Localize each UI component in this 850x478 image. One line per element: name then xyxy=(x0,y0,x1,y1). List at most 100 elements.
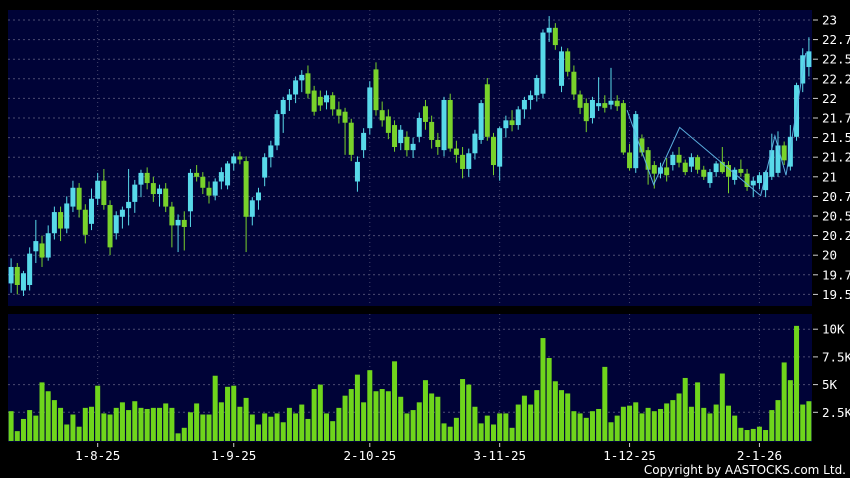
volume-bar xyxy=(88,406,94,441)
volume-bar xyxy=(484,415,490,441)
candle-body xyxy=(249,200,255,217)
candle-body xyxy=(293,80,299,95)
volume-bar xyxy=(163,403,169,441)
candle-body xyxy=(330,95,336,110)
candle-body xyxy=(163,188,169,207)
volume-bar xyxy=(361,402,367,441)
volume-bar xyxy=(503,413,509,441)
candle-body xyxy=(422,106,428,122)
volume-bar xyxy=(243,397,249,441)
candle-body xyxy=(750,180,756,186)
volume-bar xyxy=(682,377,688,441)
volume-bar xyxy=(688,406,694,441)
date-tick-label: 2-10-25 xyxy=(343,448,396,463)
price-tick-label: 21 xyxy=(822,169,837,184)
volume-bar xyxy=(756,426,762,441)
volume-bar xyxy=(633,402,639,441)
price-tick-label: 22.25 xyxy=(822,71,850,86)
volume-bar xyxy=(101,413,107,441)
candle-body xyxy=(726,165,732,177)
volume-bar xyxy=(800,404,806,441)
volume-bar xyxy=(398,396,404,441)
candle-body xyxy=(274,114,280,146)
volume-bar xyxy=(150,407,156,441)
volume-bar xyxy=(472,406,478,441)
candle-body xyxy=(8,266,14,284)
date-tick-label: 3-11-25 xyxy=(473,448,526,463)
candle-body xyxy=(379,110,385,121)
volume-bar xyxy=(453,417,459,441)
volume-bar xyxy=(627,405,633,441)
price-tick-label: 21.75 xyxy=(822,111,850,126)
volume-bar xyxy=(639,413,645,441)
volume-bar xyxy=(726,405,732,441)
volume-bar xyxy=(58,407,64,441)
volume-bar xyxy=(8,411,14,441)
volume-bar xyxy=(515,404,521,441)
volume-bar xyxy=(769,410,775,441)
price-tick-label: 20.5 xyxy=(822,209,850,224)
volume-bar xyxy=(206,414,212,441)
candle-body xyxy=(645,150,651,170)
volume-bar xyxy=(738,427,744,441)
candle-body xyxy=(342,111,348,123)
volume-bar xyxy=(200,414,206,441)
price-tick-label: 22.5 xyxy=(822,52,850,67)
volume-bar xyxy=(528,404,534,441)
date-tick-label: 2-1-26 xyxy=(737,448,782,463)
price-tick-label: 19.5 xyxy=(822,287,850,302)
candle-body xyxy=(497,128,503,167)
volume-bar xyxy=(311,389,317,441)
candle-body xyxy=(608,100,614,105)
volume-bar xyxy=(775,400,781,441)
candle-body xyxy=(490,136,496,166)
candle-body xyxy=(237,156,243,160)
volume-bar xyxy=(132,401,138,441)
candle-body xyxy=(286,94,292,100)
volume-bar xyxy=(490,424,496,441)
candle-body xyxy=(435,139,441,148)
volume-bar xyxy=(330,421,336,441)
volume-bar xyxy=(64,424,70,441)
candle-body xyxy=(534,78,540,96)
volume-bar xyxy=(212,375,218,441)
candle-body xyxy=(639,138,645,153)
volume-bar xyxy=(435,396,441,441)
candle-body xyxy=(416,118,422,137)
candle-body xyxy=(101,180,107,206)
candle-body xyxy=(126,201,132,209)
candle-body xyxy=(707,172,713,184)
candle-body xyxy=(453,148,459,155)
candle-body xyxy=(521,99,527,110)
candle-body xyxy=(39,243,45,258)
candle-body xyxy=(212,181,218,196)
volume-bar xyxy=(348,389,354,441)
candle-body xyxy=(64,203,70,229)
volume-bar xyxy=(416,402,422,441)
volume-tick-label: 10K xyxy=(822,322,845,337)
volume-bar xyxy=(596,408,602,441)
candle-body xyxy=(633,114,639,169)
volume-tick-label: 7.5K xyxy=(822,349,850,364)
volume-bar xyxy=(645,407,651,441)
candle-body xyxy=(701,169,707,177)
candle-body xyxy=(144,172,150,184)
candle-body xyxy=(317,96,323,106)
trend-line xyxy=(626,52,807,197)
candle-body xyxy=(769,150,775,177)
volume-bar xyxy=(787,380,793,441)
volume-bar xyxy=(324,413,330,441)
volume-bar xyxy=(552,381,558,441)
volume-bar xyxy=(249,414,255,441)
candle-body xyxy=(546,27,552,33)
candle-body xyxy=(540,32,546,94)
volume-bar xyxy=(583,417,589,441)
candle-body xyxy=(651,165,657,174)
candle-body xyxy=(466,153,472,169)
volume-bar xyxy=(342,395,348,441)
candle-body xyxy=(225,163,231,186)
volume-bar xyxy=(70,414,76,441)
volume-bar xyxy=(701,407,707,441)
candle-body xyxy=(478,103,484,140)
